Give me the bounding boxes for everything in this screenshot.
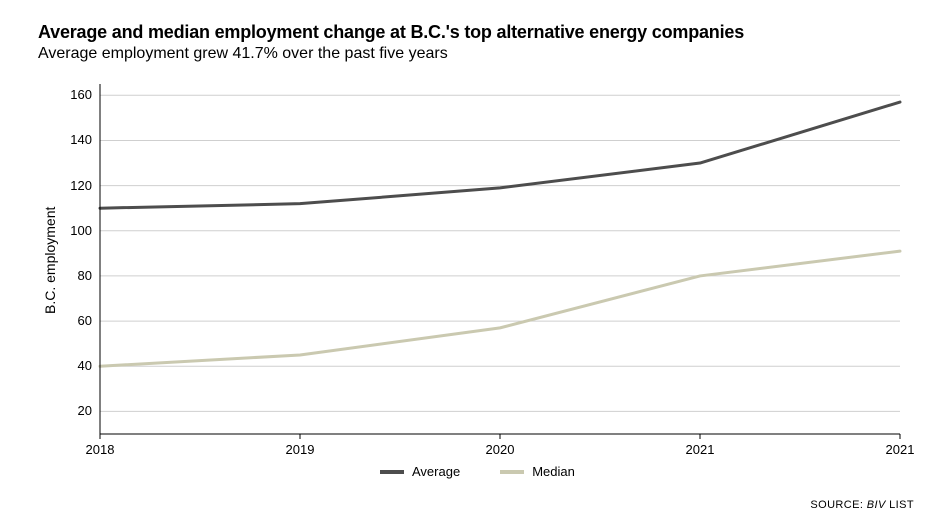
- y-tick-label: 100: [62, 223, 92, 238]
- source-suffix: LIST: [886, 499, 914, 511]
- y-tick-label: 20: [62, 403, 92, 418]
- y-tick-label: 40: [62, 358, 92, 373]
- legend-swatch: [500, 470, 524, 474]
- legend-label: Average: [412, 464, 460, 479]
- series-line: [100, 102, 900, 208]
- y-tick-label: 120: [62, 178, 92, 193]
- y-tick-label: 140: [62, 132, 92, 147]
- y-axis-label: B.C. employment: [42, 207, 58, 314]
- y-tick-label: 80: [62, 268, 92, 283]
- legend-label: Median: [532, 464, 575, 479]
- legend-item: Median: [500, 464, 575, 479]
- y-tick-label: 160: [62, 87, 92, 102]
- series-line: [100, 251, 900, 366]
- source-prefix: SOURCE:: [810, 499, 866, 511]
- x-tick-label: 2021: [670, 442, 730, 457]
- legend-swatch: [380, 470, 404, 474]
- y-tick-label: 60: [62, 313, 92, 328]
- x-tick-label: 2019: [270, 442, 330, 457]
- chart-legend: Average Median: [380, 464, 575, 479]
- source-italic: BIV: [867, 499, 886, 511]
- x-tick-label: 2020: [470, 442, 530, 457]
- x-tick-label: 2021: [870, 442, 930, 457]
- source-attribution: SOURCE: BIV LIST: [810, 499, 914, 511]
- legend-item: Average: [380, 464, 460, 479]
- x-tick-label: 2018: [70, 442, 130, 457]
